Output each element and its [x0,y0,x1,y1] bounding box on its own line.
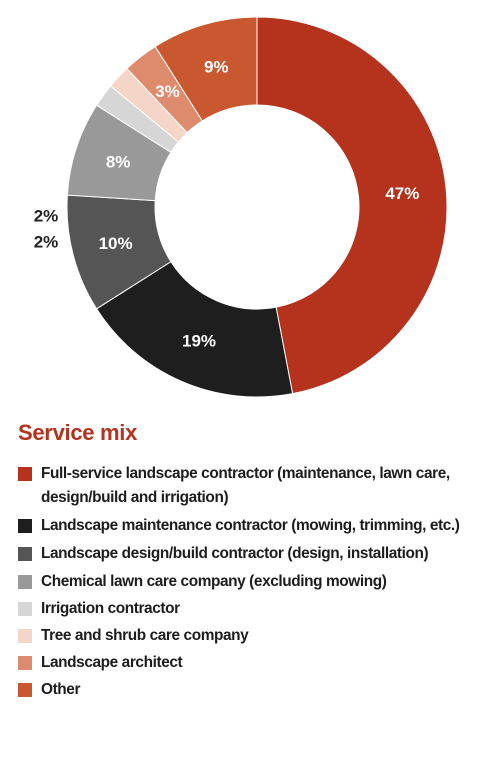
legend-swatch [18,602,32,616]
slice-value-label: 10% [99,234,133,253]
legend-item-chemical-lawn-care: Chemical lawn care company (excluding mo… [18,570,488,594]
legend-swatch [18,683,32,697]
slice-value-label: 47% [385,184,419,203]
legend-item-design-build: Landscape design/build contractor (desig… [18,542,488,566]
legend-swatch [18,656,32,670]
legend-item-irrigation: Irrigation contractor [18,597,488,621]
legend-swatch [18,519,32,533]
legend-label: Irrigation contractor [41,600,180,617]
legend-item-tree-shrub: Tree and shrub care company [18,624,488,648]
slice-value-label: 19% [182,331,216,350]
slice-value-label: 2% [34,233,59,252]
donut-chart-area: 47% 19% 10% 8% 2% 2% 3% 9% [34,16,448,398]
donut-chart: 47% 19% 10% 8% 2% 2% 3% 9% [34,16,448,398]
legend-item-maintenance: Landscape maintenance contractor (mowing… [18,514,488,538]
legend-swatch [18,629,32,643]
legend-item-other: Other [18,678,488,702]
legend-swatch [18,547,32,561]
slice-value-label: 2% [34,207,59,226]
legend-label: Other [41,681,81,698]
legend-label: Tree and shrub care company [41,627,249,644]
legend-item-landscape-architect: Landscape architect [18,651,488,675]
slice-value-label: 9% [204,57,229,76]
donut-slice [154,16,258,122]
slice-value-label: 3% [155,82,180,101]
legend-label: Landscape maintenance contractor (mowing… [41,517,460,534]
legend-swatch [18,575,32,589]
slice-value-label: 8% [106,152,131,171]
legend-item-full-service: Full-service landscape contractor (maint… [18,462,488,510]
chart-title: Service mix [18,420,138,445]
legend-label: Chemical lawn care company (excluding mo… [41,573,387,590]
legend-label: Full-service landscape contractor (maint… [41,465,450,506]
legend-swatch [18,467,32,481]
legend-label: Landscape architect [41,654,183,671]
legend: Full-service landscape contractor (maint… [18,462,488,705]
legend-label: Landscape design/build contractor (desig… [41,545,429,562]
donut-slice [256,16,448,395]
donut-slice [95,260,294,398]
